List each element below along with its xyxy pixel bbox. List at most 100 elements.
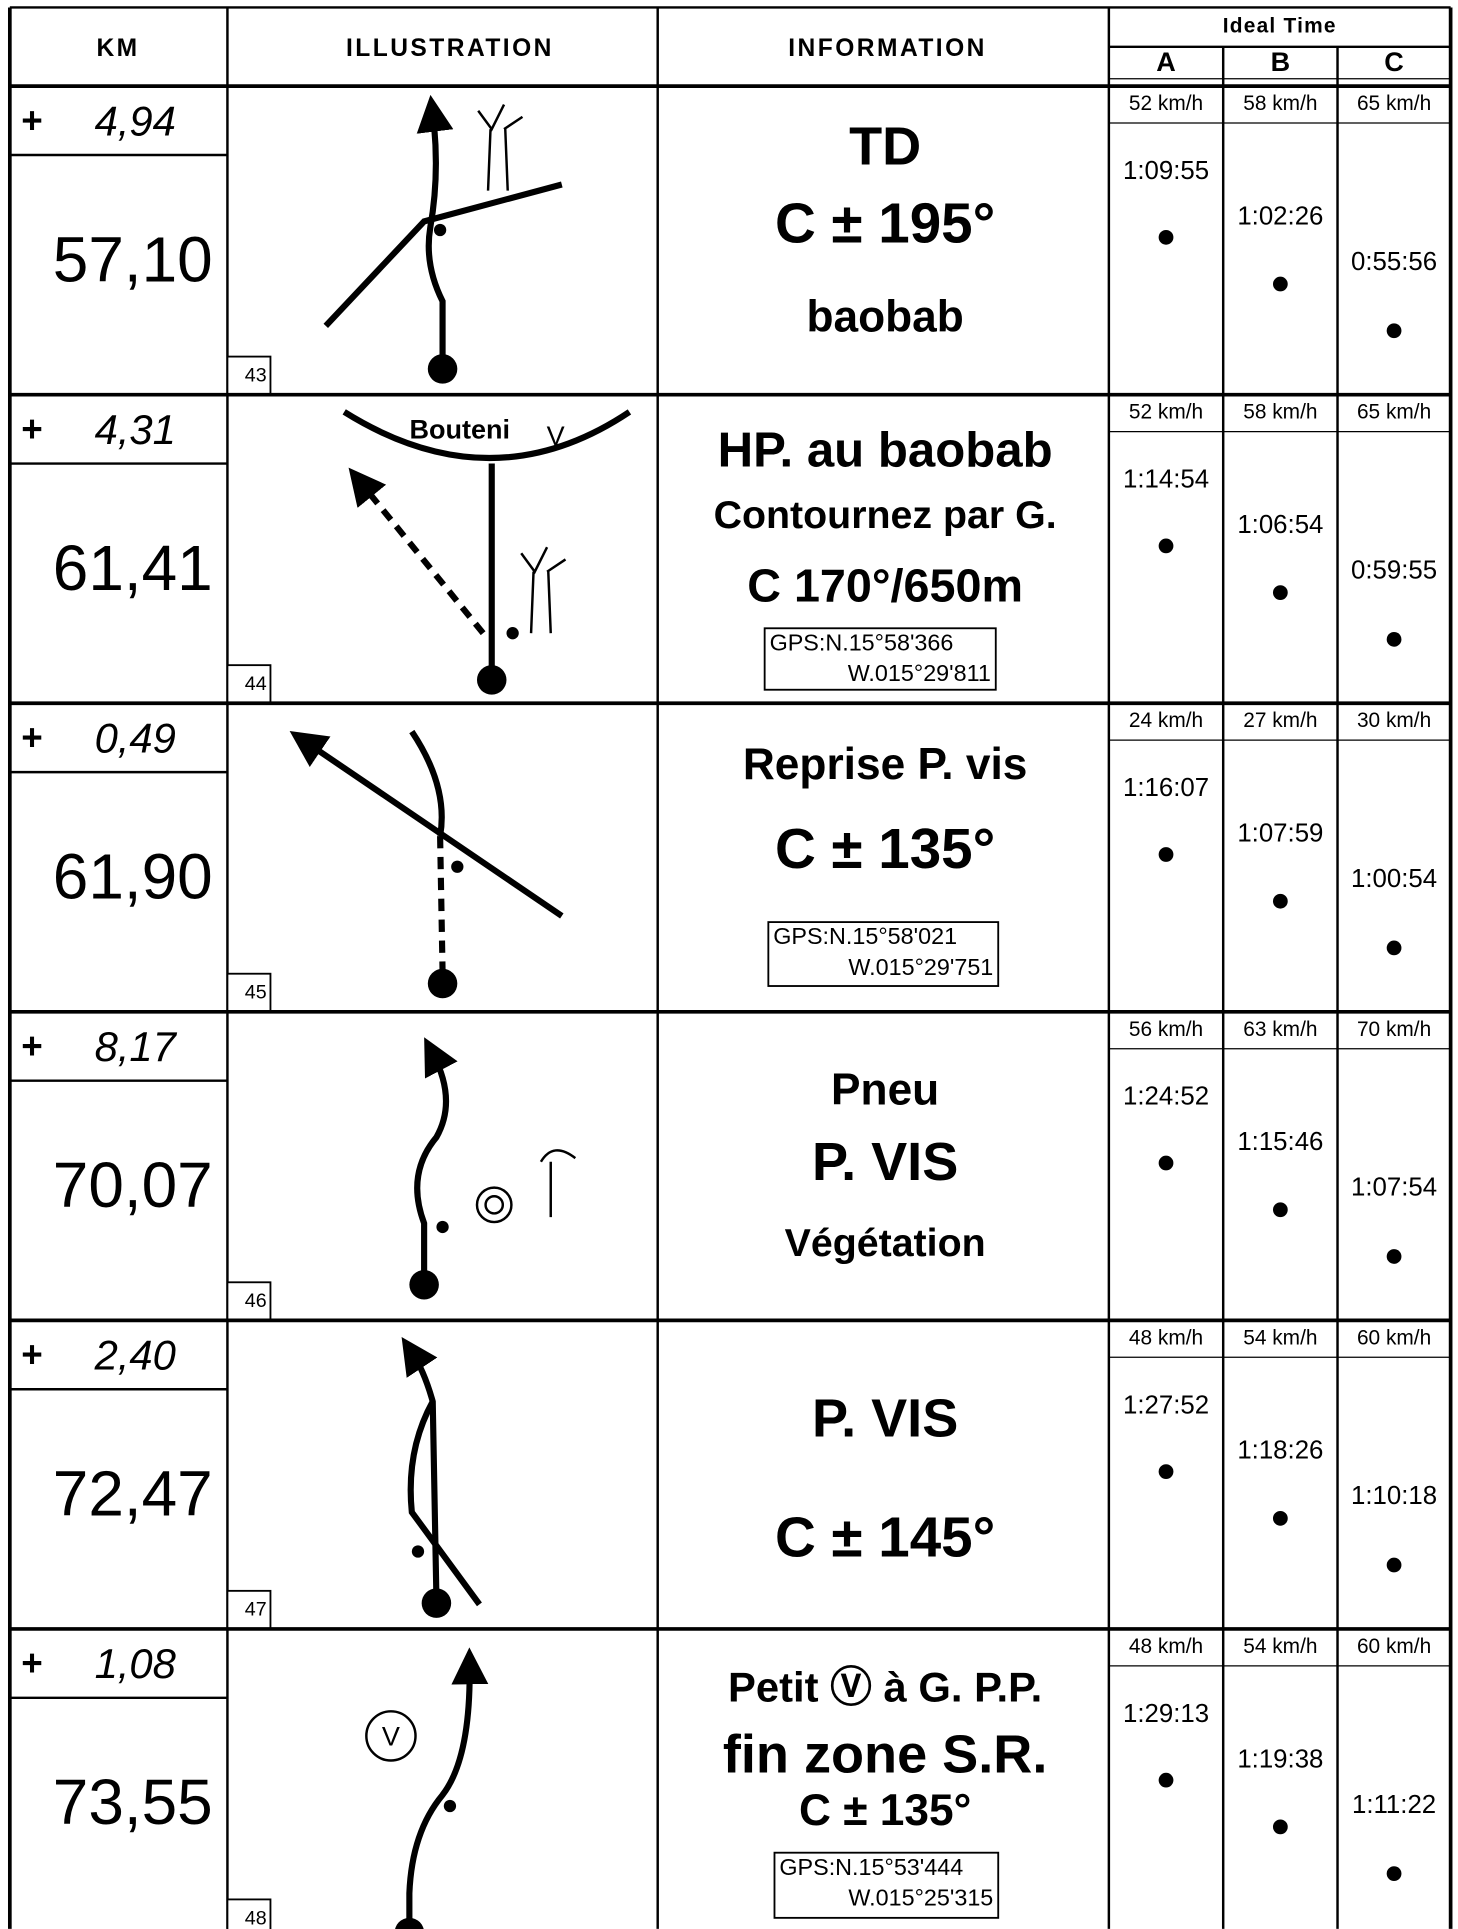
gps-line: W.015°25'315 (848, 1885, 993, 1911)
info-line: fin zone S.R. (723, 1724, 1047, 1784)
ideal-time: 1:24:52 (1123, 1083, 1209, 1111)
gps-line: W.015°29'751 (848, 954, 993, 980)
partial-distance: 1,08 (95, 1640, 176, 1687)
time-dot (1387, 323, 1402, 338)
info-line: C ± 145° (775, 1506, 995, 1569)
ideal-time: 1:10:18 (1351, 1482, 1437, 1510)
speed: 48 km/h (1129, 1635, 1203, 1658)
gps-line: GPS:N.15°58'021 (773, 923, 957, 949)
info-line: Reprise P. vis (743, 740, 1028, 789)
partial-distance: 0,49 (95, 714, 176, 761)
start-point (428, 354, 458, 384)
plus-sign: + (21, 1334, 43, 1375)
ideal-time: 1:29:13 (1123, 1700, 1209, 1728)
speed: 52 km/h (1129, 401, 1203, 424)
info-line: P. VIS (812, 1389, 958, 1449)
info-line: C 170°/650m (747, 559, 1023, 611)
speed: 58 km/h (1243, 92, 1317, 115)
plus-sign: + (21, 717, 43, 758)
partial-distance: 4,94 (95, 97, 176, 144)
header-illustration: ILLUSTRATION (346, 35, 554, 62)
illustration-label: V (547, 421, 565, 451)
illustration-label: V (382, 1722, 400, 1752)
time-dot (1159, 539, 1174, 554)
time-dot (1159, 847, 1174, 862)
box-number-text: 43 (245, 364, 267, 386)
speed: 70 km/h (1357, 1018, 1431, 1041)
time-dot (1387, 1558, 1402, 1573)
speed: 65 km/h (1357, 92, 1431, 115)
header-column: B (1271, 47, 1291, 77)
speed: 60 km/h (1357, 1635, 1431, 1658)
info-line: Petit Ⓥ à G. P.P. (728, 1663, 1042, 1710)
speed: 48 km/h (1129, 1326, 1203, 1349)
speed: 52 km/h (1129, 92, 1203, 115)
ideal-time: 1:09:55 (1123, 157, 1209, 185)
partial-distance: 8,17 (95, 1023, 178, 1070)
time-dot (1387, 632, 1402, 647)
time-dot (1273, 1820, 1288, 1835)
time-dot (1387, 1866, 1402, 1881)
speed: 58 km/h (1243, 401, 1317, 424)
info-line: TD (849, 116, 921, 176)
ideal-time: 1:14:54 (1123, 466, 1209, 494)
time-dot (1159, 1156, 1174, 1171)
header-information: INFORMATION (788, 35, 987, 62)
dot (451, 861, 463, 873)
plus-sign: + (21, 408, 43, 449)
ideal-time: 0:55:56 (1351, 248, 1437, 276)
dot (506, 627, 518, 639)
ideal-time: 1:19:38 (1237, 1745, 1323, 1773)
box-number-text: 46 (245, 1290, 267, 1312)
info-line: HP. au baobab (718, 423, 1053, 478)
total-distance: 57,10 (53, 223, 213, 295)
header-column: C (1384, 47, 1404, 77)
partial-distance: 4,31 (95, 406, 176, 453)
gps-line: GPS:N.15°58'366 (770, 629, 954, 655)
box-number-text: 44 (245, 673, 267, 695)
total-distance: 72,47 (53, 1458, 213, 1530)
box-number-text: 47 (245, 1599, 267, 1621)
total-distance: 73,55 (53, 1766, 213, 1838)
start-point (409, 1270, 439, 1300)
dot (412, 1545, 424, 1557)
time-dot (1159, 1464, 1174, 1479)
total-distance: 61,41 (53, 532, 213, 604)
speed: 24 km/h (1129, 709, 1203, 732)
ideal-time: 1:27:52 (1123, 1391, 1209, 1419)
time-dot (1273, 1202, 1288, 1217)
time-dot (1273, 894, 1288, 909)
speed: 56 km/h (1129, 1018, 1203, 1041)
time-dot (1273, 585, 1288, 600)
info-line: Contournez par G. (714, 493, 1057, 537)
time-dot (1387, 941, 1402, 956)
info-line: baobab (806, 292, 963, 341)
header-ideal-time: Ideal Time (1223, 15, 1337, 38)
dot (444, 1800, 456, 1812)
speed: 30 km/h (1357, 709, 1431, 732)
speed: 63 km/h (1243, 1018, 1317, 1041)
box-number-text: 48 (245, 1907, 267, 1929)
time-dot (1159, 230, 1174, 245)
time-dot (1273, 1511, 1288, 1526)
time-dot (1159, 1773, 1174, 1788)
ideal-time: 1:06:54 (1237, 511, 1323, 539)
ideal-time: 0:59:55 (1351, 557, 1437, 585)
speed: 54 km/h (1243, 1326, 1317, 1349)
page: KMILLUSTRATIONINFORMATIONIdeal TimeABC+4… (0, 0, 1458, 1929)
roadbook: KMILLUSTRATIONINFORMATIONIdeal TimeABC+4… (0, 0, 1458, 1929)
plus-sign: + (21, 1643, 43, 1684)
ideal-time: 1:11:22 (1352, 1791, 1436, 1819)
info-line: Végétation (785, 1221, 986, 1265)
box-number-text: 45 (245, 982, 267, 1004)
total-distance: 70,07 (53, 1149, 213, 1221)
plus-sign: + (21, 100, 43, 141)
header-km: KM (96, 35, 139, 62)
info-line: C ± 135° (799, 1786, 971, 1835)
dot (434, 224, 446, 236)
speed: 27 km/h (1243, 709, 1317, 732)
partial-distance: 2,40 (94, 1332, 176, 1379)
info-line: P. VIS (812, 1132, 958, 1192)
start-point (477, 665, 507, 695)
ideal-time: 1:15:46 (1237, 1128, 1323, 1156)
